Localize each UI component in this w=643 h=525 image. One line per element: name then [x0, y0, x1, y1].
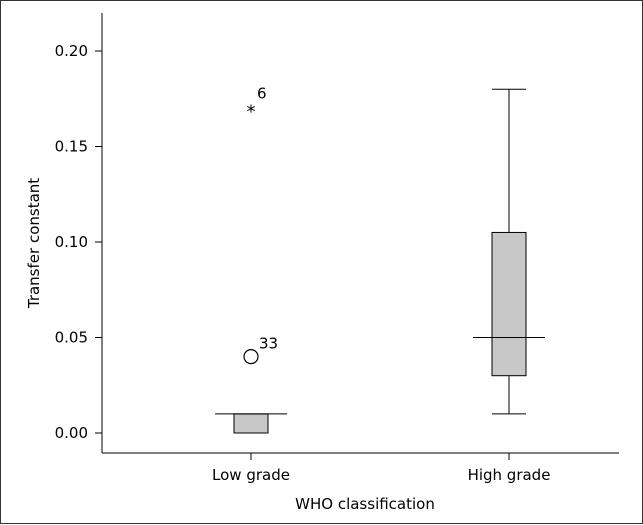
y-tick-label: 0.00 — [55, 424, 88, 442]
y-tick-label: 0.05 — [55, 329, 88, 347]
box-iqr — [233, 413, 269, 434]
y-axis-title: Transfer constant — [25, 178, 43, 309]
box-iqr — [491, 231, 527, 377]
box-marks: 33 *6 — [215, 84, 545, 434]
y-tick-label: 0.20 — [55, 42, 88, 60]
y-tick-label: 0.15 — [55, 138, 88, 156]
x-axis-title: WHO classification — [295, 495, 435, 513]
axes: 0.00 0.05 0.10 0.15 0.20 Low grade High grade — [55, 13, 619, 484]
outlier-label: 6 — [257, 84, 267, 102]
outlier-circle — [243, 349, 259, 365]
x-tick-label: Low grade — [212, 466, 290, 484]
box-2 — [473, 88, 545, 415]
outlier-star: * — [247, 101, 256, 122]
outlier-label: 33 — [259, 335, 278, 353]
y-tick-label: 0.10 — [55, 233, 88, 251]
box-1: 33 *6 — [215, 84, 287, 434]
x-tick-label: High grade — [468, 466, 551, 484]
